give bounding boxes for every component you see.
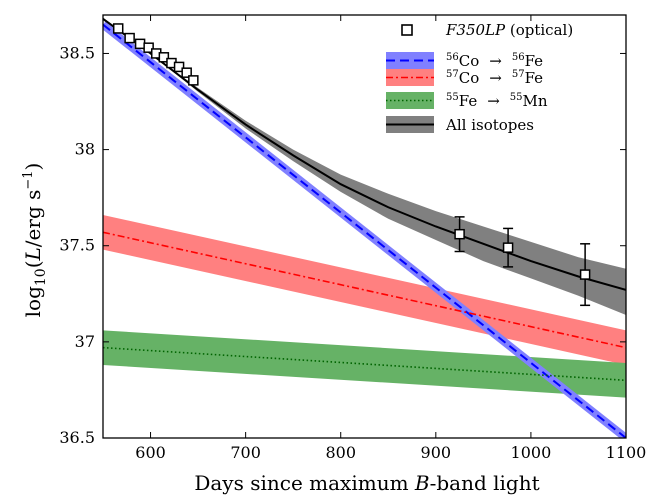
legend-co57-b: Co [459,69,480,87]
legend-fe55-d: Mn [523,92,548,110]
legend-fe55-c: 55 [510,92,523,103]
legend: F350LP (optical) 56Co → 56Fe 57Co → 57Fe 55F… [386,21,573,134]
legend-label-all: All isotopes [445,116,534,134]
series-line-co57 [103,231,626,349]
legend-observations-suffix: (optical) [505,21,573,39]
ticks-layer: 600 700 800 900 1000 1100 36.5 37 37.5 38 38.5 [59,15,646,462]
band-co56 [103,21,626,438]
legend-co56-arrow: → [489,52,502,70]
x-axis-title: Days since maximum B-band light [194,471,539,495]
y-tick-label: 38.5 [59,43,95,62]
band-co57 [103,214,626,365]
x-tick-label: 700 [230,443,261,462]
series-line-fe55 [103,346,626,382]
y-tick-label: 38 [75,140,95,159]
observation-point [143,42,154,53]
legend-fe55-a: 55 [446,92,459,103]
band-all [103,18,626,315]
y-tick-label: 37.5 [59,236,95,255]
legend-co56-a: 56 [446,52,459,63]
x-axis-title-prefix: Days since maximum [194,471,415,495]
observation-point [579,269,591,280]
y-axis-title-var: L [21,247,45,261]
legend-label-co56: 56Co → 56Fe [446,52,543,70]
legend-fe55-b: Fe [459,92,478,110]
legend-co57-arrow: → [489,69,502,87]
observation-point [124,32,135,44]
legend-co57-d: Fe [525,69,544,87]
x-tick-label: 800 [325,443,356,462]
legend-band-co57 [386,69,434,86]
x-tick-label: 600 [135,443,166,462]
band-fe55 [103,330,626,398]
x-axis-title-suffix: -band light [430,471,540,495]
observation-point [502,242,514,253]
legend-label-co57: 57Co → 57Fe [446,69,543,87]
legend-label-observations: F350LP (optical) [445,21,573,39]
x-tick-label: 1100 [606,443,647,462]
legend-co57-a: 57 [446,69,459,80]
legend-label-fe55: 55Fe → 55Mn [446,92,548,110]
legend-band-co56 [386,52,434,69]
legend-co56-b: Co [459,52,480,70]
y-axis-title-exp: −1 [21,170,36,189]
y-tick-label: 36.5 [59,428,95,447]
observation-point [454,228,465,240]
legend-co57-c: 57 [512,69,525,80]
observation-point [188,75,199,86]
legend-co56-d: Fe [525,52,544,70]
legend-co56-c: 56 [512,52,525,63]
y-axis-title-unit: /erg s [21,190,45,248]
observation-point [173,61,185,73]
plot-layer [103,18,626,438]
observation-point [134,38,146,50]
observation-point [158,52,170,63]
legend-fe55-arrow: → [487,92,500,110]
y-axis-title-sub: 10 [33,268,49,286]
x-axis-title-italic: B [414,471,430,495]
y-axis-title: log10(L/erg s−1) [21,163,49,318]
y-axis-title-paren-open: ( [21,260,45,268]
legend-marker-observations [401,24,413,36]
observation-point [181,67,192,78]
y-axis-title-main: log [21,286,45,317]
legend-observations-italic: F350LP [445,21,506,39]
observation-point [112,23,124,34]
y-tick-label: 37 [75,332,95,351]
plot-frame [102,14,627,439]
y-axis-title-paren-close: ) [21,163,45,171]
x-tick-label: 1000 [511,443,552,462]
x-tick-label: 900 [421,443,452,462]
